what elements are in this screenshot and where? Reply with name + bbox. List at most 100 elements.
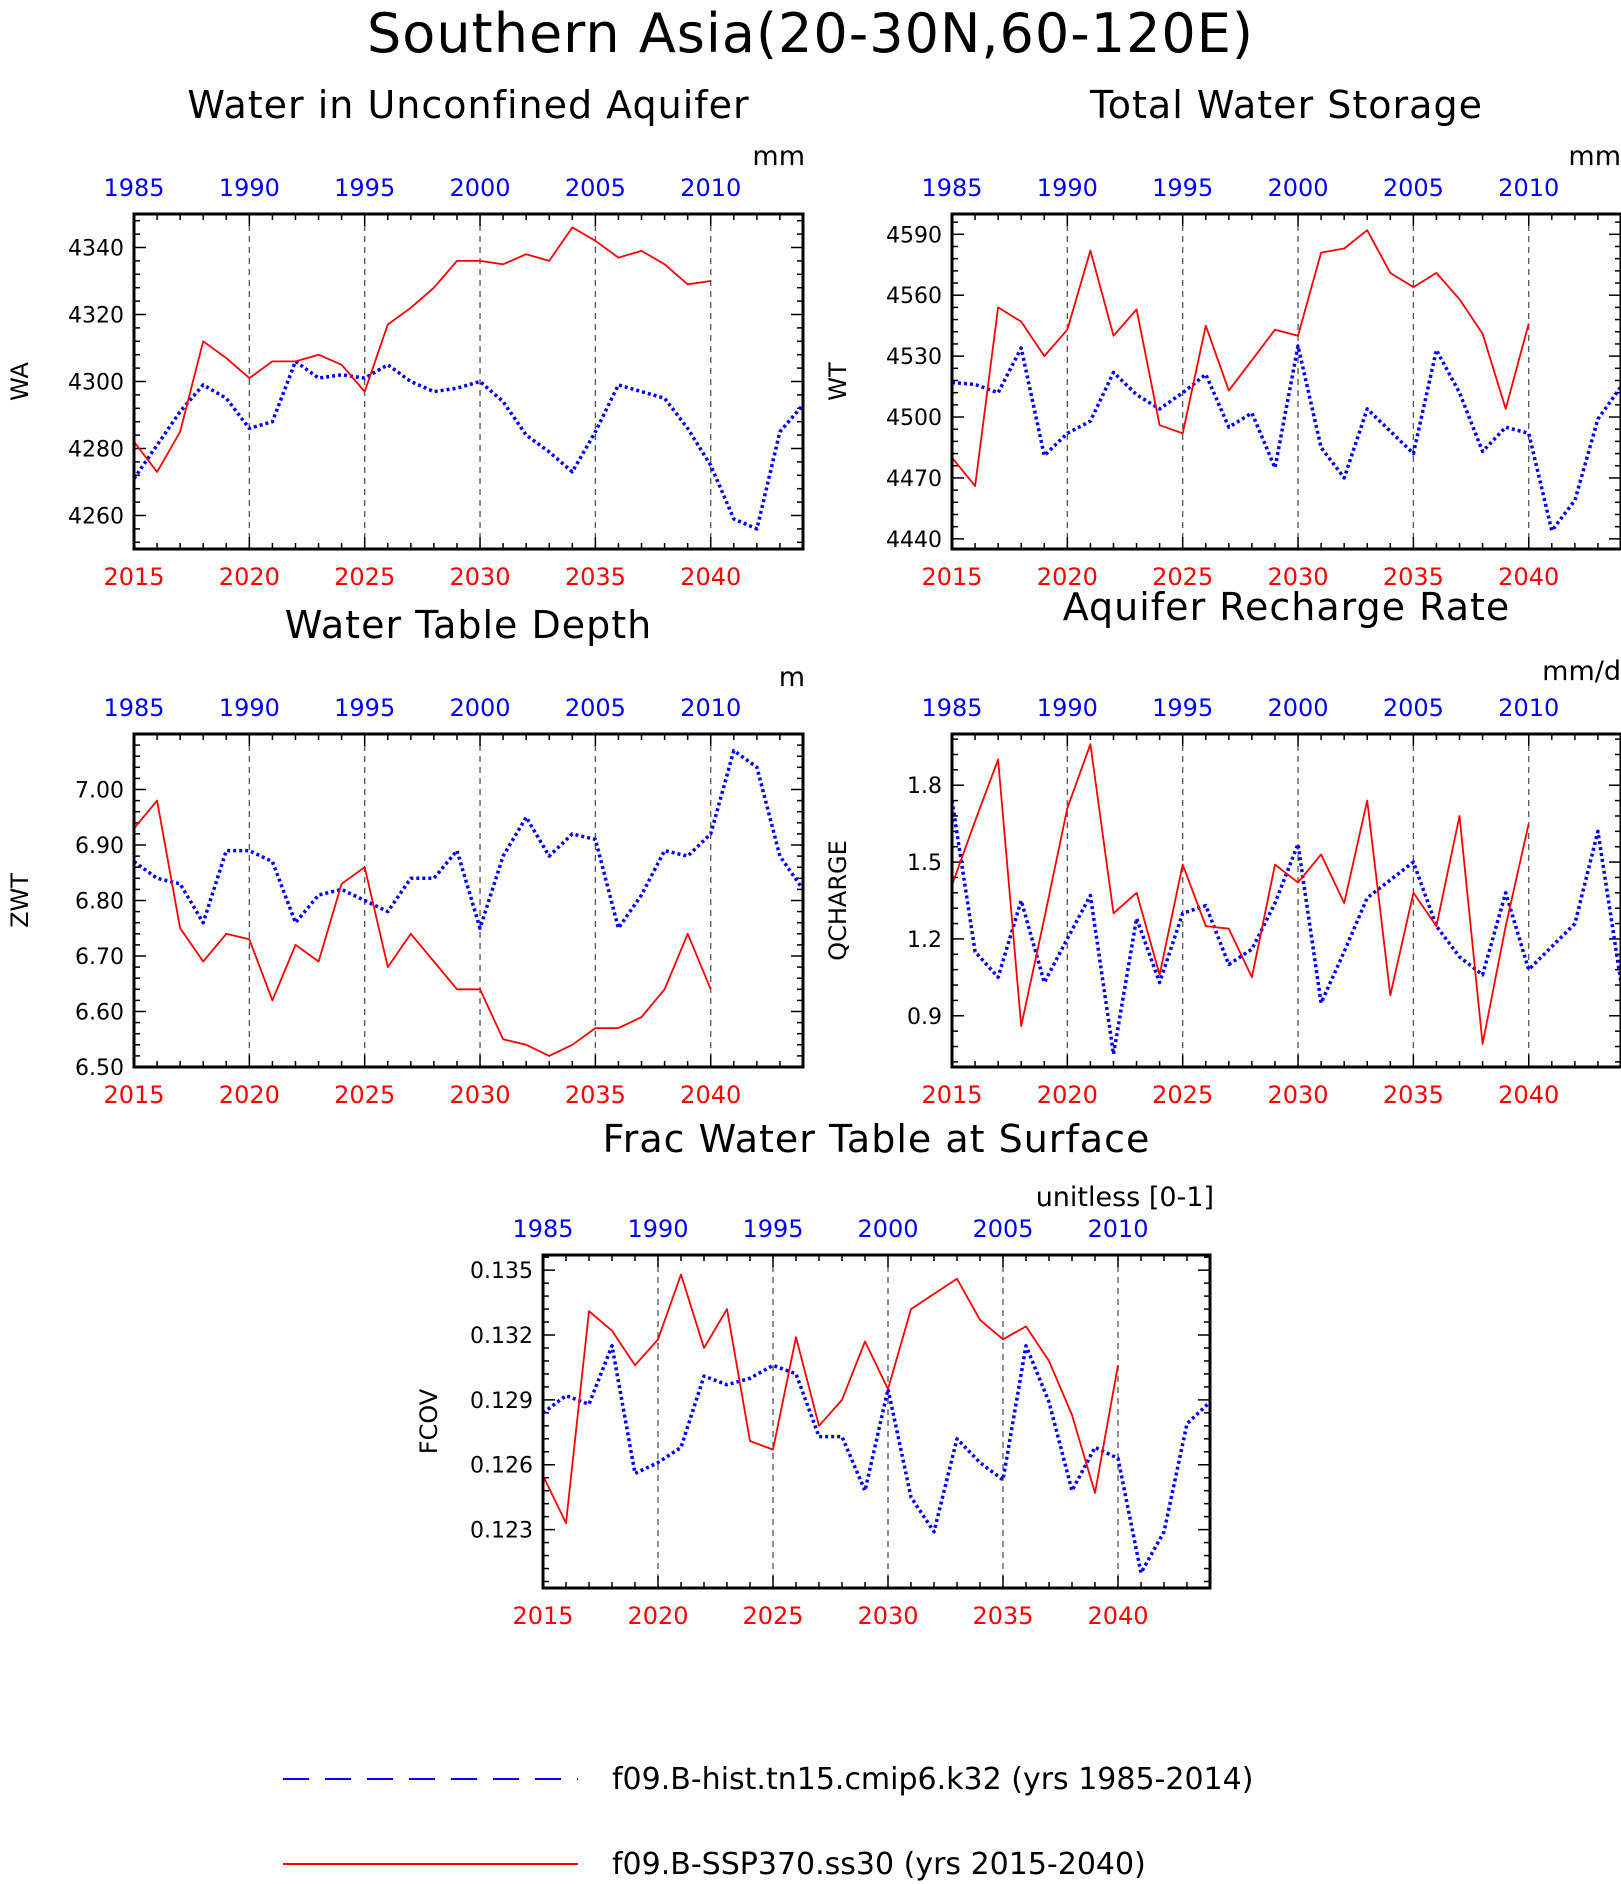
y-tick-label: 1.5 <box>907 851 942 876</box>
panel-aquifer-recharge: Aquifer Recharge Rate mm/d 0.9 1.2 1.5 1.8 QCH… <box>824 585 1621 1109</box>
y-axis-label: QCHARGE <box>824 840 852 961</box>
x-tick-label-ssp: 2025 <box>742 1602 803 1630</box>
x-tick-label-hist: 1990 <box>1037 694 1098 722</box>
units-label: mm <box>1568 141 1621 172</box>
x-tick-label-ssp: 2040 <box>1087 1602 1148 1630</box>
y-tick-label: 4560 <box>886 284 942 309</box>
y-tick-label: 4590 <box>886 223 942 248</box>
y-tick-label: 4280 <box>68 438 124 463</box>
series-line-ssp <box>134 799 712 1057</box>
x-tick-label-hist: 2010 <box>1087 1215 1148 1243</box>
x-tick-label-hist: 1985 <box>103 174 164 202</box>
y-tick-label: 0.129 <box>470 1389 533 1414</box>
x-tick-label-ssp: 2030 <box>857 1602 918 1630</box>
y-tick-label: 4500 <box>886 406 942 431</box>
panel-title: Aquifer Recharge Rate <box>1063 585 1511 629</box>
x-tick-label-hist: 1990 <box>627 1215 688 1243</box>
x-tick-label-hist: 1995 <box>742 1215 803 1243</box>
y-tick-label: 1.8 <box>907 774 942 799</box>
x-tick-label-hist: 2005 <box>1383 694 1444 722</box>
x-tick-label-hist: 1985 <box>921 174 982 202</box>
x-tick-label-hist: 2010 <box>680 174 741 202</box>
units-label: mm/d <box>1542 656 1621 687</box>
y-axis-label: ZWT <box>6 873 34 928</box>
panel-frac-water-table: Frac Water Table at Surface unitless [0-1… <box>415 1117 1214 1630</box>
y-tick-label: 6.50 <box>75 1056 124 1081</box>
x-tick-label-hist: 1985 <box>103 694 164 722</box>
x-tick-label-ssp: 2025 <box>334 1081 395 1109</box>
x-tick-label-ssp: 2020 <box>1037 1081 1098 1109</box>
series-line-hist <box>543 1344 1210 1575</box>
series-line-ssp <box>952 743 1530 1045</box>
plot-frame <box>132 732 805 1069</box>
x-tick-label-hist: 2000 <box>1267 694 1328 722</box>
y-tick-label: 0.123 <box>470 1519 533 1544</box>
x-tick-label-ssp: 2015 <box>103 563 164 591</box>
plot-frame <box>950 732 1621 1069</box>
x-tick-label-ssp: 2020 <box>219 563 280 591</box>
units-label: m <box>779 662 805 693</box>
x-tick-label-ssp: 2040 <box>1498 1081 1559 1109</box>
x-tick-label-hist: 2000 <box>1267 174 1328 202</box>
x-tick-label-hist: 2010 <box>1498 694 1559 722</box>
plot-frame <box>132 212 805 551</box>
y-tick-label: 4260 <box>68 505 124 530</box>
x-tick-label-hist: 2005 <box>1383 174 1444 202</box>
y-tick-label: 6.80 <box>75 890 124 915</box>
y-tick-label: 4340 <box>68 237 124 262</box>
x-tick-label-ssp: 2035 <box>1383 563 1444 591</box>
panel-title: Frac Water Table at Surface <box>603 1117 1151 1161</box>
y-tick-label: 1.2 <box>907 928 942 953</box>
x-tick-label-hist: 2000 <box>857 1215 918 1243</box>
x-tick-label-ssp: 2040 <box>680 563 741 591</box>
x-tick-label-hist: 1995 <box>1152 174 1213 202</box>
x-tick-label-hist: 2005 <box>972 1215 1033 1243</box>
series-line-ssp <box>543 1273 1119 1524</box>
y-tick-label: 6.60 <box>75 1001 124 1026</box>
series-line-ssp <box>134 226 711 473</box>
y-tick-label: 0.132 <box>470 1324 533 1349</box>
x-tick-label-ssp: 2025 <box>1152 1081 1213 1109</box>
x-tick-label-ssp: 2030 <box>449 1081 510 1109</box>
units-label: mm <box>752 141 805 172</box>
panel-title: Total Water Storage <box>1089 83 1483 127</box>
y-tick-label: 4440 <box>886 528 942 553</box>
units-label: unitless [0-1] <box>1036 1182 1214 1213</box>
x-tick-label-hist: 2010 <box>1498 174 1559 202</box>
legend: f09.B-hist.tn15.cmip6.k32 (yrs 1985-2014… <box>283 1762 1253 1882</box>
x-tick-label-ssp: 2025 <box>334 563 395 591</box>
x-tick-label-hist: 1995 <box>1152 694 1213 722</box>
x-tick-label-ssp: 2020 <box>219 1081 280 1109</box>
y-tick-label: 6.90 <box>75 834 124 859</box>
x-tick-label-ssp: 2020 <box>1037 563 1098 591</box>
x-tick-label-ssp: 2030 <box>1267 563 1328 591</box>
y-tick-label: 6.70 <box>75 945 124 970</box>
series-line-ssp <box>952 229 1530 488</box>
y-tick-label: 4320 <box>68 304 124 329</box>
panel-water-table-depth: Water Table Depth m 6.50 6.60 6.70 6.80 6.90 7.… <box>6 603 805 1109</box>
x-tick-label-ssp: 2040 <box>1498 563 1559 591</box>
x-tick-label-ssp: 2015 <box>512 1602 573 1630</box>
x-tick-label-hist: 1995 <box>334 174 395 202</box>
series-line-hist <box>134 359 803 531</box>
x-tick-label-ssp: 2015 <box>921 563 982 591</box>
x-tick-label-ssp: 2040 <box>680 1081 741 1109</box>
x-tick-label-ssp: 2035 <box>972 1602 1033 1630</box>
y-axis-label: WA <box>6 362 34 401</box>
x-tick-label-hist: 2005 <box>565 694 626 722</box>
plot-frame <box>950 212 1621 551</box>
x-tick-label-hist: 2000 <box>449 694 510 722</box>
panel-title: Water Table Depth <box>285 603 653 647</box>
y-tick-label: 4470 <box>886 467 942 492</box>
series-line-hist <box>952 800 1621 1056</box>
x-tick-label-ssp: 2035 <box>565 563 626 591</box>
y-tick-label: 4300 <box>68 371 124 396</box>
legend-label-ssp: f09.B-SSP370.ss30 (yrs 2015-2040) <box>612 1847 1146 1882</box>
x-tick-label-hist: 1995 <box>334 694 395 722</box>
y-tick-label: 7.00 <box>75 779 124 804</box>
x-tick-label-hist: 2000 <box>449 174 510 202</box>
panel-title: Water in Unconfined Aquifer <box>187 83 749 127</box>
series-line-hist <box>134 748 803 930</box>
